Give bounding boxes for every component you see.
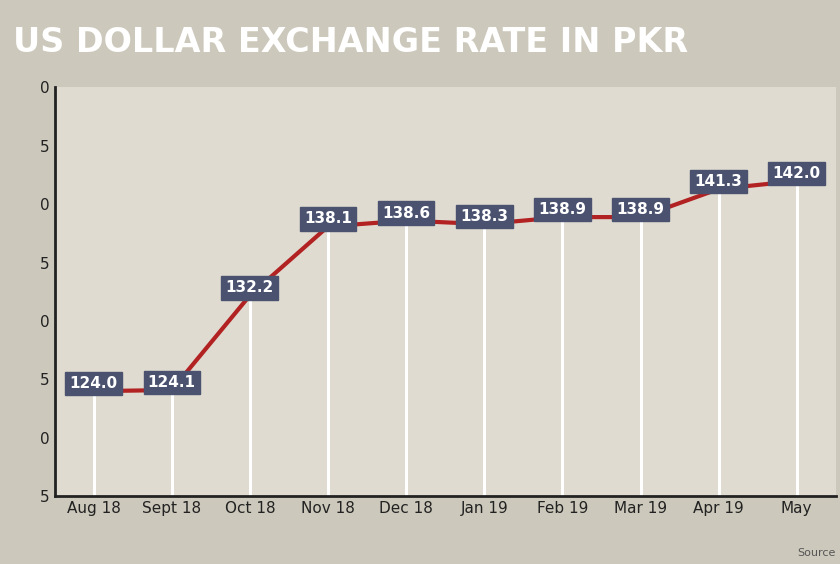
- Text: 138.1: 138.1: [304, 212, 352, 226]
- Text: US DOLLAR EXCHANGE RATE IN PKR: US DOLLAR EXCHANGE RATE IN PKR: [13, 26, 688, 59]
- Text: 142.0: 142.0: [773, 166, 821, 181]
- Text: 132.2: 132.2: [226, 280, 274, 296]
- Text: 124.0: 124.0: [70, 376, 118, 391]
- Text: 138.9: 138.9: [538, 202, 586, 217]
- Text: Source: Source: [797, 548, 836, 558]
- Text: 141.3: 141.3: [695, 174, 743, 189]
- Text: 138.3: 138.3: [460, 209, 508, 224]
- Text: 124.1: 124.1: [148, 375, 196, 390]
- Text: 138.9: 138.9: [617, 202, 664, 217]
- Text: 138.6: 138.6: [382, 206, 430, 221]
